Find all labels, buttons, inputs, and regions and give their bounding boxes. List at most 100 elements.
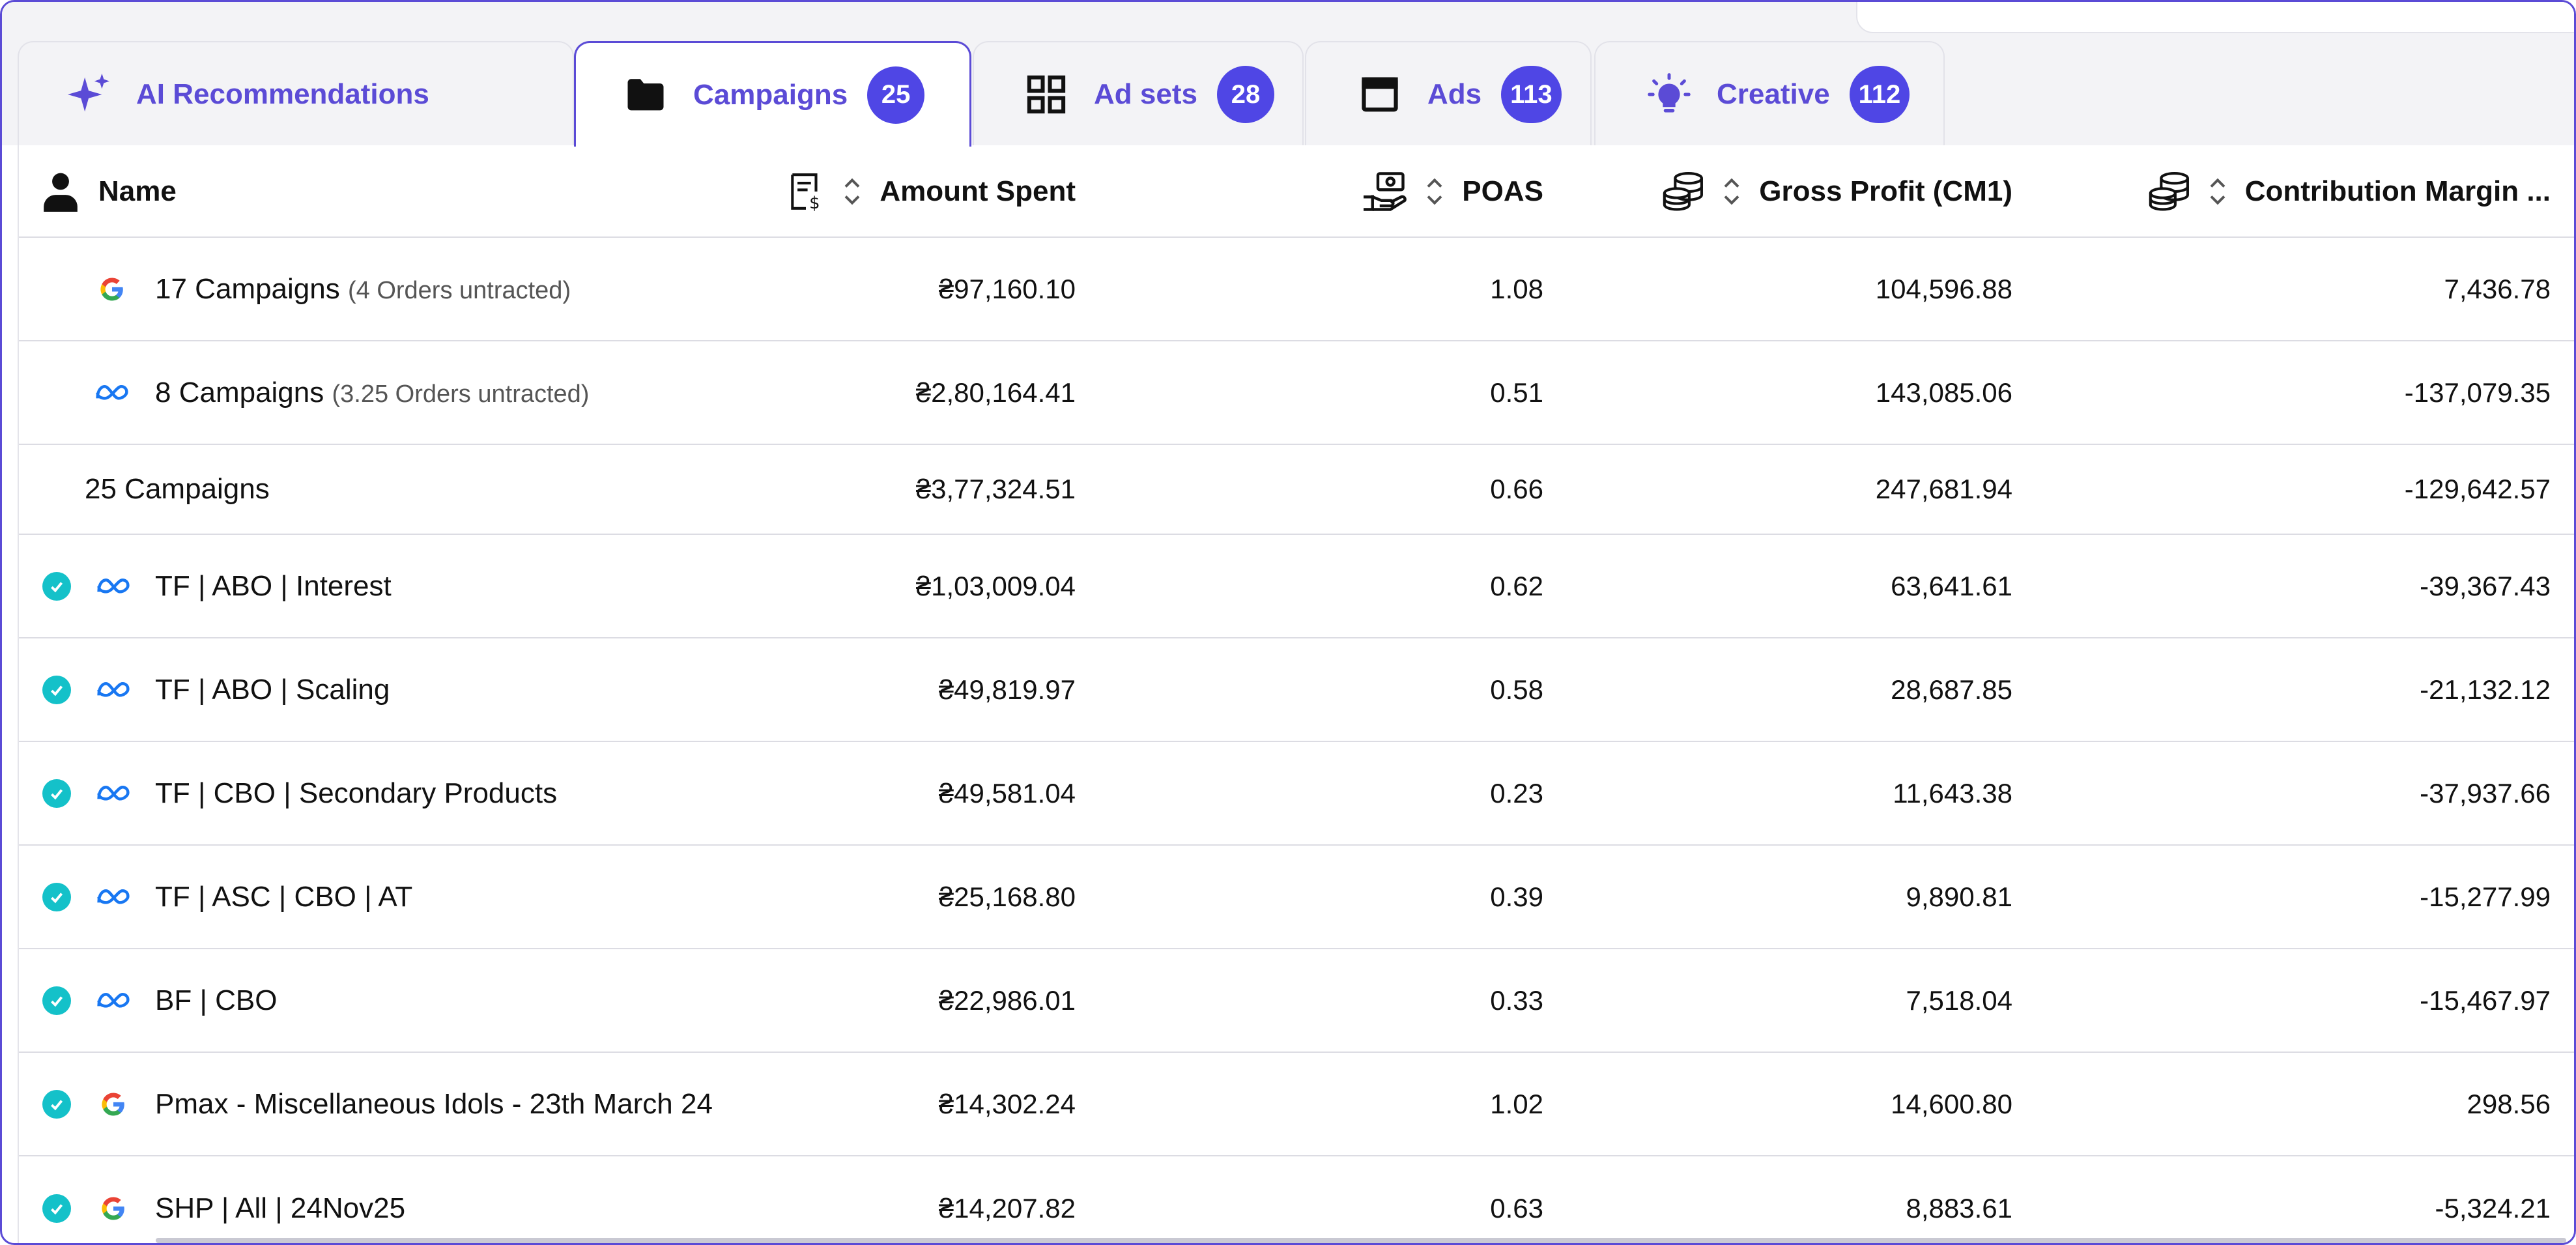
campaign-name[interactable]: TF | ASC | CBO | AT: [155, 880, 413, 913]
hand-money-icon: [1362, 171, 1409, 212]
gross-profit-cell: 143,085.06: [1875, 377, 2012, 408]
row-name: 8 Campaigns (3.25 Orders untracted): [155, 376, 590, 408]
campaign-name[interactable]: Pmax - Miscellaneous Idols - 23th March …: [155, 1087, 713, 1120]
campaign-name[interactable]: TF | ABO | Scaling: [155, 673, 390, 706]
count-badge: 112: [1849, 66, 1910, 123]
poas-cell: 0.66: [1490, 474, 1543, 504]
meta-icon: [94, 375, 130, 411]
column-header-name[interactable]: Name: [42, 145, 177, 238]
grid-icon: [1023, 72, 1069, 117]
poas-cell: 0.51: [1490, 377, 1543, 408]
svg-text:$: $: [810, 193, 820, 212]
google-icon: [94, 271, 130, 308]
window-icon: [1357, 72, 1403, 117]
summary-row-total: 25 Campaigns ₴3,77,324.51 0.66 247,681.9…: [19, 445, 2574, 535]
amount-spent-cell: ₴49,581.04: [938, 777, 1076, 809]
gross-profit-cell: 8,883.61: [1906, 1192, 2013, 1224]
table-row[interactable]: BF | CBO ₴22,986.01 0.33 7,518.04 -15,46…: [19, 949, 2574, 1053]
contribution-margin-cell: -129,642.57: [2404, 474, 2551, 504]
amount-spent-cell: ₴14,302.24: [938, 1088, 1076, 1119]
sort-icon[interactable]: [2205, 172, 2231, 211]
meta-icon: [95, 672, 132, 708]
meta-icon: [95, 982, 132, 1019]
active-status-icon: [42, 986, 71, 1015]
poas-cell: 1.02: [1490, 1088, 1543, 1119]
contribution-margin-cell: -39,367.43: [2420, 570, 2551, 601]
column-header-poas[interactable]: POAS: [1362, 145, 1543, 238]
active-status-icon: [42, 779, 71, 808]
tab-creative[interactable]: Creative 112: [1594, 41, 1945, 147]
tab-ad-sets[interactable]: Ad sets 28: [973, 41, 1304, 147]
gross-profit-cell: 63,641.61: [1891, 570, 2012, 601]
campaign-name[interactable]: BF | CBO: [155, 984, 278, 1016]
person-icon: [42, 171, 79, 212]
table-row[interactable]: SHP | All | 24Nov25 ₴14,207.82 0.63 8,88…: [19, 1156, 2574, 1243]
poas-cell: 1.08: [1490, 273, 1543, 304]
campaign-name[interactable]: TF | CBO | Secondary Products: [155, 777, 558, 809]
poas-cell: 0.33: [1490, 984, 1543, 1016]
poas-cell: 0.62: [1490, 570, 1543, 601]
column-header-contribution-margin[interactable]: Contribution Margin ...: [2147, 145, 2551, 238]
gross-profit-cell: 7,518.04: [1906, 984, 2013, 1016]
receipt-dollar-icon: $: [786, 171, 826, 212]
tab-label: Ad sets: [1094, 78, 1197, 110]
table-row[interactable]: Pmax - Miscellaneous Idols - 23th March …: [19, 1053, 2574, 1156]
sort-icon[interactable]: [1422, 172, 1448, 211]
sort-icon[interactable]: [1719, 172, 1745, 211]
gross-profit-cell: 14,600.80: [1891, 1088, 2012, 1119]
amount-spent-cell: ₴97,160.10: [938, 273, 1076, 304]
column-header-amount-spent[interactable]: $ Amount Spent: [786, 145, 1076, 238]
lightbulb-icon: [1646, 72, 1692, 117]
amount-spent-cell: ₴3,77,324.51: [915, 474, 1076, 504]
contribution-margin-cell: -37,937.66: [2420, 777, 2551, 809]
tab-ai-recommendations[interactable]: AI Recommendations: [18, 41, 574, 147]
gross-profit-cell: 11,643.38: [1893, 777, 2012, 809]
tab-campaigns[interactable]: Campaigns 25: [574, 41, 971, 147]
meta-icon: [95, 568, 132, 605]
column-header-gross-profit[interactable]: Gross Profit (CM1): [1661, 145, 2012, 238]
contribution-margin-cell: 7,436.78: [2444, 273, 2551, 304]
table-row[interactable]: TF | ABO | Scaling ₴49,819.97 0.58 28,68…: [19, 638, 2574, 742]
horizontal-scrollbar[interactable]: [156, 1238, 2566, 1243]
gross-profit-cell: 28,687.85: [1891, 674, 2012, 705]
poas-cell: 0.58: [1490, 674, 1543, 705]
amount-spent-cell: ₴25,168.80: [938, 881, 1076, 912]
table-row[interactable]: TF | ASC | CBO | AT ₴25,168.80 0.39 9,89…: [19, 846, 2574, 949]
table-row[interactable]: TF | ABO | Interest ₴1,03,009.04 0.62 63…: [19, 535, 2574, 638]
tab-label: AI Recommendations: [136, 78, 429, 110]
count-badge: 25: [867, 66, 925, 124]
row-name: 17 Campaigns (4 Orders untracted): [155, 272, 571, 305]
summary-row-google[interactable]: 17 Campaigns (4 Orders untracted) ₴97,16…: [19, 238, 2574, 341]
meta-icon: [95, 879, 132, 915]
top-search-area[interactable]: [1856, 2, 2574, 33]
column-label: Gross Profit (CM1): [1759, 175, 2012, 207]
sort-icon[interactable]: [839, 172, 865, 211]
gross-profit-cell: 9,890.81: [1906, 881, 2013, 912]
amount-spent-cell: ₴22,986.01: [938, 984, 1076, 1016]
amount-spent-cell: ₴49,819.97: [938, 674, 1076, 705]
meta-icon: [95, 775, 132, 812]
table-row[interactable]: TF | CBO | Secondary Products ₴49,581.04…: [19, 742, 2574, 846]
untracked-note: (3.25 Orders untracted): [332, 380, 590, 408]
coins-stack-icon: [2147, 171, 2192, 212]
active-status-icon: [42, 882, 71, 911]
tab-ads[interactable]: Ads 113: [1305, 41, 1592, 147]
google-icon: [95, 1086, 132, 1123]
sparkle-icon: [66, 72, 111, 117]
active-status-icon: [42, 1194, 71, 1223]
tab-label: Creative: [1717, 78, 1830, 110]
column-label: Contribution Margin ...: [2244, 175, 2551, 207]
poas-cell: 0.23: [1490, 777, 1543, 809]
count-badge: 113: [1501, 66, 1562, 123]
contribution-margin-cell: -15,277.99: [2420, 881, 2551, 912]
amount-spent-cell: ₴14,207.82: [938, 1192, 1076, 1224]
summary-row-meta[interactable]: 8 Campaigns (3.25 Orders untracted) ₴2,8…: [19, 341, 2574, 445]
campaigns-table: Name $ Amount Spent POAS: [18, 145, 2574, 1243]
campaign-name[interactable]: TF | ABO | Interest: [155, 569, 392, 602]
contribution-margin-cell: -21,132.12: [2420, 674, 2551, 705]
tab-label: Ads: [1427, 78, 1482, 110]
coins-stack-icon: [1661, 171, 1706, 212]
amount-spent-cell: ₴2,80,164.41: [915, 377, 1076, 408]
campaign-name[interactable]: SHP | All | 24Nov25: [155, 1192, 406, 1224]
